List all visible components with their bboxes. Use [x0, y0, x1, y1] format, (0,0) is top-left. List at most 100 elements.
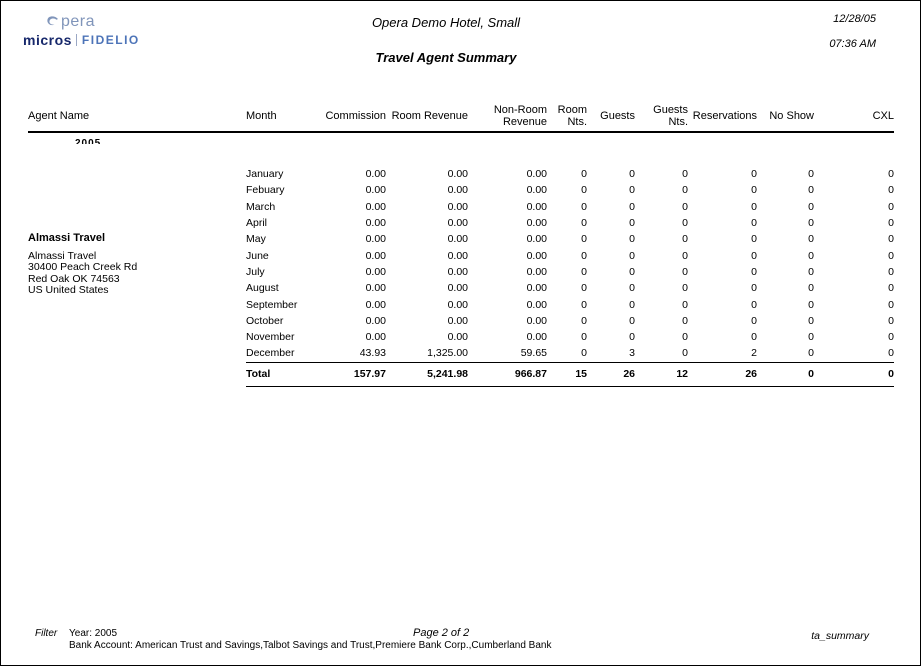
cell-cxl: 0: [888, 168, 894, 181]
col-header-guests-nts: Guests Nts.: [635, 101, 688, 133]
header-gap-row: [28, 132, 894, 166]
cell-cxl: 0: [888, 233, 894, 246]
agent-address-line: US United States: [28, 284, 109, 297]
table-row: December 43.93 1,325.00 59.65 0 3 0 2 0 0: [28, 345, 894, 362]
cell-guests: 0: [629, 298, 635, 311]
agent-address-line: Red Oak OK 74563: [28, 272, 120, 285]
cell-guests-nts: 0: [682, 184, 688, 197]
cell-reservations: 0: [751, 233, 757, 246]
print-time: 07:36 AM: [829, 38, 876, 50]
total-row-agent-spacer: [28, 362, 246, 386]
table-row: March 0.00 0.00 0.00 0 0 0 0 0 0: [28, 199, 894, 215]
micros-logo-text: micros: [23, 32, 72, 48]
cell-room-nts: 0: [581, 184, 587, 197]
cell-reservations: 0: [751, 184, 757, 197]
cell-month: August: [246, 282, 279, 295]
cell-room-nts: 0: [581, 314, 587, 327]
cell-non-room-revenue: 0.00: [526, 168, 547, 181]
cell-no-show: 0: [808, 233, 814, 246]
agent-name: Almassi Travel: [28, 231, 106, 244]
col-header-no-show: No Show: [757, 101, 814, 133]
col-header-non-room-revenue: Non-Room Revenue: [468, 101, 547, 133]
cell-guests-nts: 0: [682, 200, 688, 213]
opera-logo-row: pera: [23, 13, 140, 31]
col-header-reservations: Reservations: [688, 101, 757, 133]
cell-room-nts: 0: [581, 331, 587, 344]
cell-reservations: 0: [751, 265, 757, 278]
cell-commission: 0.00: [365, 200, 386, 213]
micros-fidelio-opera-logo: pera micros FIDELIO: [23, 13, 140, 48]
cell-room-nts: 0: [581, 249, 587, 262]
cell-cxl: 0: [888, 331, 894, 344]
cell-guests: 0: [629, 282, 635, 295]
print-date: 12/28/05: [833, 13, 876, 25]
page-number: Page 2 of 2: [413, 627, 470, 639]
cell-no-show: 0: [808, 184, 814, 197]
cell-no-show: 0: [808, 298, 814, 311]
table-row: April 0.00 0.00 0.00 0 0 0 0 0 0: [28, 215, 894, 231]
cell-room-nts: 0: [581, 298, 587, 311]
cell-guests-nts: 0: [682, 347, 688, 360]
total-non-room-revenue: 966.87: [468, 361, 547, 387]
table-row: August 0.00 0.00 0.00 0 0 0 0 0 0: [28, 280, 894, 296]
fidelio-logo-text: FIDELIO: [81, 33, 140, 47]
cell-non-room-revenue: 0.00: [526, 265, 547, 278]
cell-no-show: 0: [808, 265, 814, 278]
cell-guests: 0: [629, 331, 635, 344]
cell-room-revenue: 0.00: [447, 168, 468, 181]
cell-no-show: 0: [808, 282, 814, 295]
agent-address: Almassi Travel 30400 Peach Creek Rd Red Oa…: [28, 250, 246, 297]
cell-reservations: 0: [751, 298, 757, 311]
cell-room-revenue: 1,325.00: [427, 347, 468, 360]
cell-reservations: 2: [751, 347, 757, 360]
cell-guests-nts: 0: [682, 217, 688, 230]
table-header-row: Agent Name Month Commission Room Revenue…: [28, 101, 894, 133]
cell-room-nts: 0: [581, 282, 587, 295]
cell-guests: 0: [629, 265, 635, 278]
cell-guests: 0: [629, 217, 635, 230]
total-row: Total 157.97 5,241.98 966.87 15 26 12 26…: [28, 361, 894, 387]
cell-non-room-revenue: 0.00: [526, 233, 547, 246]
table-row: Almassi Travel Almassi Travel 30400 Peach …: [28, 166, 894, 295]
cell-commission: 43.93: [359, 347, 386, 360]
agent-address-line: 30400 Peach Creek Rd: [28, 261, 138, 274]
cell-month: September: [246, 298, 298, 311]
cell-non-room-revenue: 0.00: [526, 184, 547, 197]
cell-guests-nts: 0: [682, 233, 688, 246]
cell-month: October: [246, 314, 284, 327]
hotel-name: Opera Demo Hotel, Small: [371, 15, 521, 30]
cell-room-nts: 0: [581, 200, 587, 213]
cell-guests: 3: [629, 347, 635, 360]
total-no-show: 0: [757, 361, 814, 387]
cell-guests-nts: 0: [682, 168, 688, 181]
cell-non-room-revenue: 59.65: [520, 347, 547, 360]
cell-commission: 0.00: [365, 217, 386, 230]
cell-room-revenue: 0.00: [447, 184, 468, 197]
cell-month: November: [246, 331, 295, 344]
cell-month: May: [246, 233, 266, 246]
col-header-guests: Guests: [587, 101, 635, 133]
cell-commission: 0.00: [365, 168, 386, 181]
cell-month: March: [246, 200, 276, 213]
cell-room-nts: 0: [581, 168, 587, 181]
table-row: November 0.00 0.00 0.00 0 0 0 0 0 0: [28, 329, 894, 345]
cell-guests-nts: 0: [682, 265, 688, 278]
cell-guests-nts: 0: [682, 282, 688, 295]
total-cxl: 0: [814, 361, 894, 387]
cell-non-room-revenue: 0.00: [526, 249, 547, 262]
cell-month: December: [246, 347, 295, 360]
cell-room-revenue: 0.00: [447, 217, 468, 230]
cell-commission: 0.00: [365, 233, 386, 246]
cell-guests: 0: [629, 249, 635, 262]
cell-no-show: 0: [808, 200, 814, 213]
cell-guests: 0: [629, 314, 635, 327]
cell-month: Febuary: [246, 184, 285, 197]
cell-non-room-revenue: 0.00: [526, 200, 547, 213]
cell-cxl: 0: [888, 347, 894, 360]
cell-room-revenue: 0.00: [447, 249, 468, 262]
opera-swirl-o-icon: [47, 16, 58, 26]
table-row: September 0.00 0.00 0.00 0 0 0 0 0 0: [28, 296, 894, 312]
total-reservations: 26: [688, 361, 757, 387]
filter-year: Year: 2005: [69, 628, 118, 639]
filter-bank-account: Bank Account: American Trust and Savings…: [69, 640, 552, 651]
